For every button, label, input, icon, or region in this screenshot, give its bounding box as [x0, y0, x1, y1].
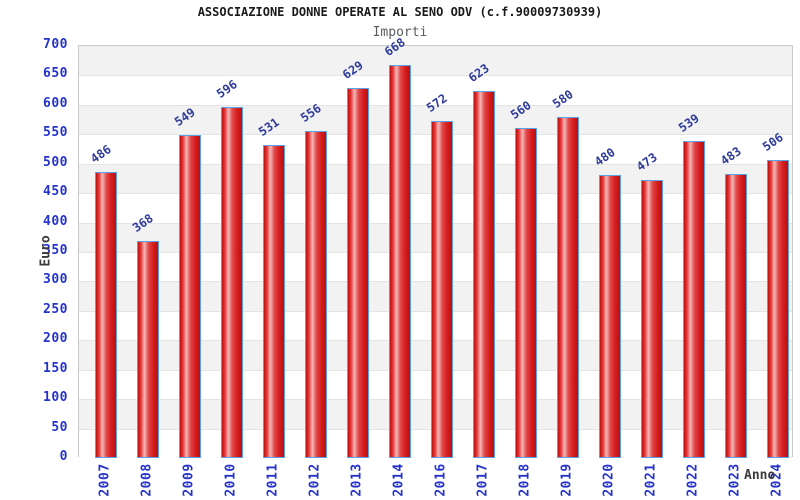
bar-2018 — [515, 128, 537, 458]
x-tick-label: 2021 — [643, 463, 659, 497]
x-tick-label: 2009 — [181, 463, 197, 497]
bar-2011 — [263, 145, 285, 458]
x-tick-label: 2008 — [139, 463, 155, 497]
x-tick-label: 2011 — [265, 463, 281, 497]
bar-2017 — [473, 91, 495, 458]
bar-2016 — [431, 121, 453, 458]
chart-subtitle: Importi — [372, 25, 428, 40]
x-tick-label: 2012 — [307, 463, 323, 497]
bar-2020 — [599, 175, 621, 458]
chart-title: ASSOCIAZIONE DONNE OPERATE AL SENO ODV (… — [197, 5, 603, 19]
y-tick-label: 200 — [43, 331, 68, 347]
x-tick-label: 2018 — [517, 463, 533, 497]
y-tick-label: 550 — [43, 125, 68, 141]
y-tick-label: 400 — [43, 213, 68, 229]
x-tick-label: 2016 — [433, 463, 449, 497]
bar-2024 — [767, 160, 789, 458]
x-tick-label: 2007 — [97, 463, 113, 497]
bar-2021 — [641, 179, 663, 458]
x-tick-label: 2022 — [685, 463, 701, 497]
x-tick-label: 2023 — [727, 463, 743, 497]
y-tick-label: 450 — [43, 184, 68, 200]
x-tick-label: 2019 — [559, 463, 575, 497]
y-tick-label: 500 — [43, 154, 68, 170]
bar-2022 — [683, 140, 705, 458]
plot-area — [78, 45, 793, 458]
x-tick-label: 2014 — [391, 463, 407, 497]
grid-band — [79, 46, 792, 76]
y-tick-label: 150 — [43, 360, 68, 376]
bar-2008 — [137, 241, 159, 458]
y-tick-label: 100 — [43, 390, 68, 406]
bar-2014 — [389, 64, 411, 458]
y-tick-label: 250 — [43, 301, 68, 317]
x-tick-label: 2013 — [349, 463, 365, 497]
bar-2012 — [305, 130, 327, 458]
y-tick-label: 50 — [51, 419, 68, 435]
y-tick-label: 650 — [43, 66, 68, 82]
x-tick-label: 2017 — [475, 463, 491, 497]
y-tick-label: 0 — [59, 449, 68, 464]
bar-2009 — [179, 134, 201, 458]
bar-2019 — [557, 116, 579, 458]
bar-2010 — [221, 107, 243, 458]
bar-2023 — [725, 173, 747, 458]
x-tick-label: 2020 — [601, 463, 617, 497]
x-axis-title: Anno — [744, 468, 776, 483]
y-tick-label: 600 — [43, 95, 68, 111]
y-tick-label: 700 — [43, 37, 68, 52]
bar-2013 — [347, 87, 369, 458]
grid-band — [79, 75, 792, 105]
y-axis-title: Euro — [38, 235, 54, 267]
y-tick-label: 350 — [43, 243, 68, 258]
bar-2007 — [95, 171, 117, 458]
x-tick-label: 2010 — [223, 463, 239, 497]
y-tick-label: 300 — [43, 272, 68, 288]
